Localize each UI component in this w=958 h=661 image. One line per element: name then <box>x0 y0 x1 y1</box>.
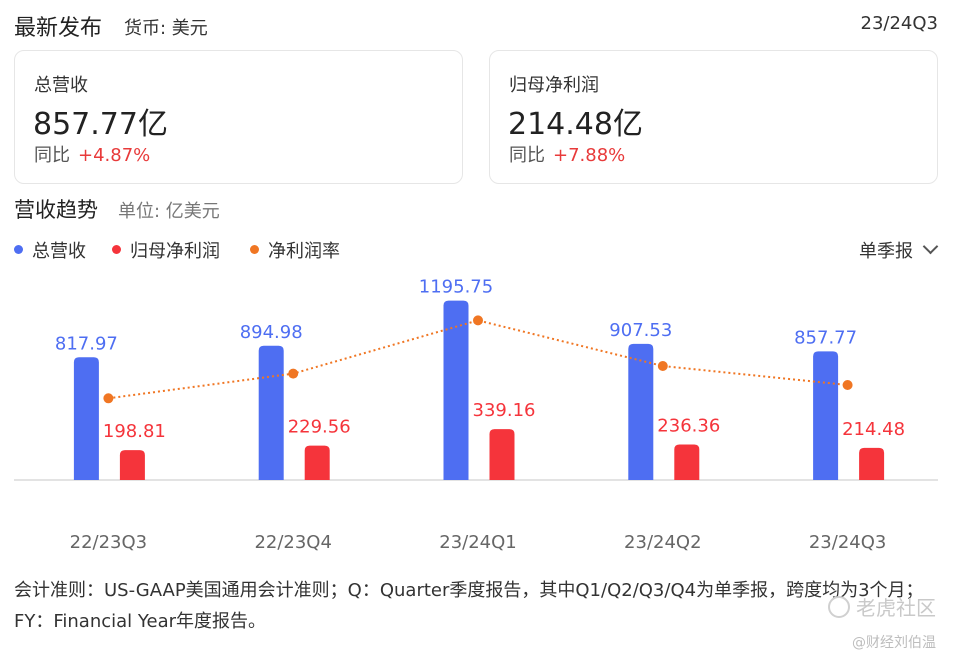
legend-item-margin[interactable]: 净利润率 <box>250 237 340 263</box>
revenue-bar <box>73 357 99 480</box>
report-period-select[interactable]: 单季报 <box>859 237 939 263</box>
legend-dot-icon <box>250 245 259 254</box>
card-yoy: 同比 +7.88% <box>509 141 625 167</box>
net-margin-point <box>473 315 483 326</box>
revenue-value-label: 817.97 <box>55 333 118 354</box>
net-margin-point <box>842 380 853 390</box>
net-profit-bar <box>674 444 700 480</box>
yoy-value: +7.88% <box>553 145 626 166</box>
net-profit-bar <box>859 447 885 480</box>
x-tick-label: 23/24Q2 <box>624 532 702 553</box>
period-label: 23/24Q3 <box>860 13 939 34</box>
revenue-bar <box>443 300 469 480</box>
net-margin-point <box>657 361 668 371</box>
card-yoy: 同比 +4.87% <box>34 141 150 167</box>
chevron-down-icon <box>922 238 939 255</box>
net-margin-point <box>288 368 299 379</box>
card-value: 214.48亿 <box>508 107 643 142</box>
net-profit-bar <box>489 429 515 480</box>
yoy-value: +4.87% <box>78 145 151 166</box>
card-label: 归母净利润 <box>509 75 599 96</box>
x-tick-label: 23/24Q1 <box>439 532 517 553</box>
revenue-trend-chart: 817.97 198.81 22/23Q3 894.98 229.56 22/23Q4 11… <box>14 277 938 553</box>
legend-dot-icon <box>112 245 121 254</box>
net-margin-point <box>103 393 114 404</box>
x-tick-label: 22/23Q4 <box>254 532 332 553</box>
net-profit-value-label: 339.16 <box>473 400 536 421</box>
card-label: 总营收 <box>34 75 88 96</box>
footer-note: 会计准则：US-GAAP美国通用会计准则；Q：Quarter季度报告，其中Q1/… <box>14 580 924 632</box>
revenue-value-label: 1195.75 <box>419 277 493 298</box>
revenue-bar <box>813 351 839 480</box>
currency-label: 货币: 美元 <box>124 18 208 39</box>
net-profit-value-label: 198.81 <box>103 421 166 442</box>
legend-label: 净利润率 <box>268 241 340 262</box>
section-unit: 单位: 亿美元 <box>118 201 220 222</box>
watermark-logo: 老虎社区 <box>828 592 936 621</box>
tiger-logo-icon <box>828 596 850 618</box>
net-profit-card: 归母净利润 214.48亿 同比 +7.88% <box>489 50 938 184</box>
revenue-value-label: 894.98 <box>240 322 303 343</box>
yoy-label: 同比 <box>34 145 70 166</box>
x-tick-label: 22/23Q3 <box>70 532 148 553</box>
revenue-value-label: 857.77 <box>794 327 857 348</box>
section-title: 营收趋势 <box>14 198 98 222</box>
header: 最新发布 货币: 美元 23/24Q3 <box>14 8 938 42</box>
net-profit-bar <box>304 445 330 480</box>
watermark-author: @财经刘伯温 <box>852 635 936 651</box>
revenue-card: 总营收 857.77亿 同比 +4.87% <box>14 50 463 184</box>
net-profit-bar <box>119 450 145 480</box>
revenue-bar <box>258 345 284 480</box>
revenue-bar <box>628 343 654 480</box>
legend-item-net-profit[interactable]: 归母净利润 <box>112 237 220 263</box>
net-profit-value-label: 236.36 <box>657 416 720 437</box>
yoy-label: 同比 <box>509 145 545 166</box>
net-margin-line <box>108 319 848 400</box>
page-title: 最新发布 <box>14 16 103 41</box>
legend-item-revenue[interactable]: 总营收 <box>14 237 86 263</box>
revenue-value-label: 907.53 <box>609 320 672 341</box>
period-select-label: 单季报 <box>859 241 913 262</box>
net-profit-value-label: 229.56 <box>288 417 351 438</box>
legend-dot-icon <box>14 245 23 254</box>
legend-label: 总营收 <box>32 241 86 262</box>
x-tick-label: 23/24Q3 <box>809 532 887 553</box>
card-value: 857.77亿 <box>33 107 168 142</box>
legend-label: 归母净利润 <box>130 241 220 262</box>
net-profit-value-label: 214.48 <box>842 419 905 440</box>
